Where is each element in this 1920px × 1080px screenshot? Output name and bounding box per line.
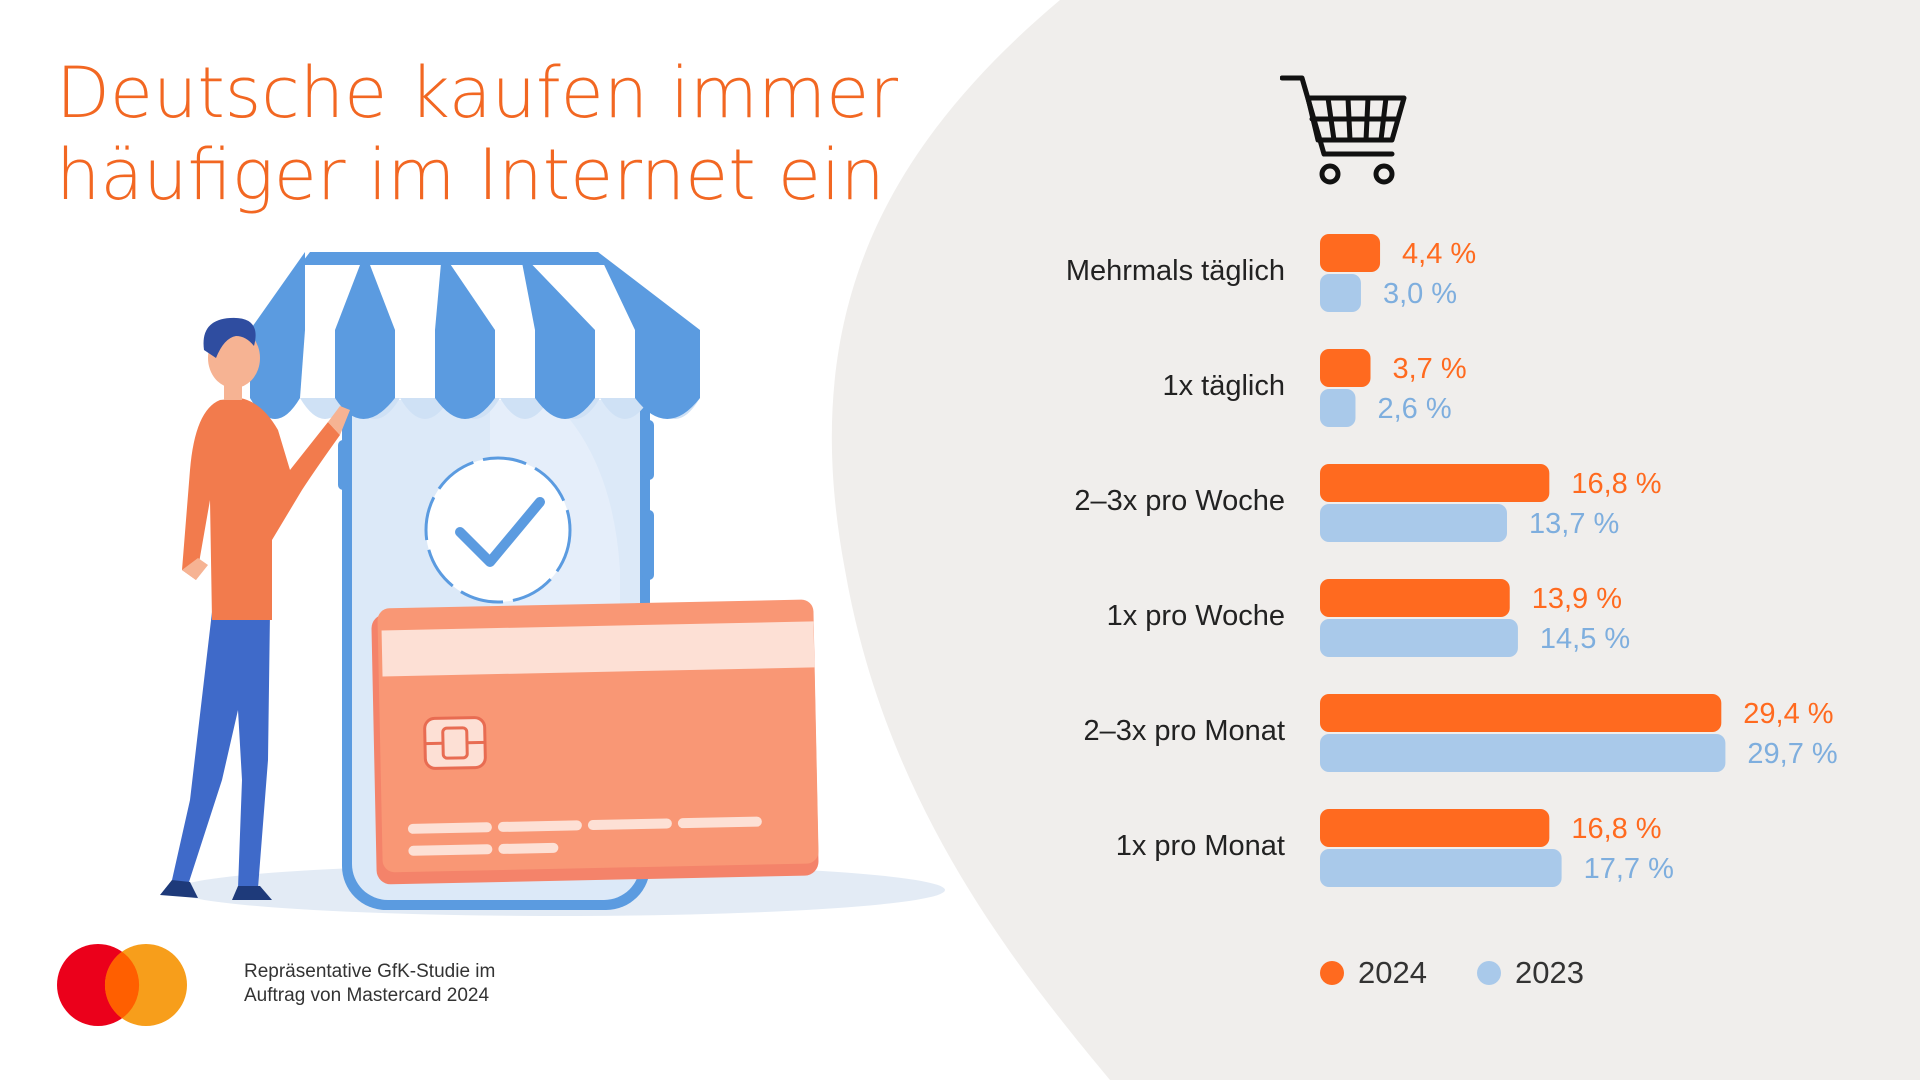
- shop-awning: [250, 240, 700, 419]
- data-label-2024: 16,8 %: [1571, 468, 1661, 500]
- legend-label-2023: 2023: [1515, 955, 1584, 990]
- source-note-line-1: Repräsentative GfK-Studie im: [244, 961, 496, 982]
- data-label-2023: 3,0 %: [1383, 278, 1457, 310]
- page-title: Deutsche kaufen immer häufiger im Intern…: [56, 52, 898, 216]
- shopping-cart-icon: [1280, 75, 1407, 185]
- bar-2024: [1320, 234, 1381, 272]
- source-note: Repräsentative GfK-Studie im Auftrag von…: [244, 960, 495, 1008]
- category-label: 1x täglich: [1162, 370, 1285, 402]
- bar-2024: [1320, 579, 1510, 617]
- online-shopping-illustration: [160, 240, 945, 916]
- data-label-2024: 16,8 %: [1571, 813, 1661, 845]
- category-label: 2–3x pro Monat: [1083, 715, 1285, 747]
- category-label: 1x pro Monat: [1116, 830, 1285, 862]
- data-label-2023: 29,7 %: [1747, 738, 1837, 770]
- data-label-2023: 17,7 %: [1584, 853, 1674, 885]
- bar-2023: [1320, 619, 1518, 657]
- mastercard-logo: [57, 944, 187, 1026]
- data-label-2023: 2,6 %: [1377, 393, 1451, 425]
- bar-2024: [1320, 694, 1722, 732]
- title-line-2: häufiger im Internet ein: [56, 134, 885, 216]
- card-chip-icon: [423, 716, 487, 770]
- category-label: Mehrmals täglich: [1066, 255, 1285, 287]
- legend-item-2023: 2023: [1477, 955, 1584, 991]
- checkmark-icon: [424, 456, 572, 604]
- legend-dot-2023: [1477, 961, 1501, 985]
- bar-2023: [1320, 734, 1726, 772]
- person-illustration: [160, 317, 350, 900]
- title-line-1: Deutsche kaufen immer: [56, 52, 898, 134]
- legend-dot-2024: [1320, 961, 1344, 985]
- data-label-2023: 14,5 %: [1540, 623, 1630, 655]
- source-note-line-2: Auftrag von Mastercard 2024: [244, 985, 490, 1006]
- bar-2024: [1320, 349, 1371, 387]
- legend-label-2024: 2024: [1358, 955, 1427, 990]
- legend-item-2024: 2024: [1320, 955, 1427, 991]
- data-label-2024: 3,7 %: [1393, 353, 1467, 385]
- category-label: 2–3x pro Woche: [1074, 485, 1285, 517]
- data-label-2024: 4,4 %: [1402, 238, 1476, 270]
- credit-card-illustration: [371, 599, 819, 885]
- category-label: 1x pro Woche: [1107, 600, 1285, 632]
- bar-2023: [1320, 389, 1356, 427]
- bar-2024: [1320, 809, 1550, 847]
- data-label-2024: 13,9 %: [1532, 583, 1622, 615]
- bar-2023: [1320, 274, 1361, 312]
- data-label-2023: 13,7 %: [1529, 508, 1619, 540]
- bar-2023: [1320, 504, 1508, 542]
- bar-2023: [1320, 849, 1562, 887]
- bar-2024: [1320, 464, 1550, 502]
- data-label-2024: 29,4 %: [1743, 698, 1833, 730]
